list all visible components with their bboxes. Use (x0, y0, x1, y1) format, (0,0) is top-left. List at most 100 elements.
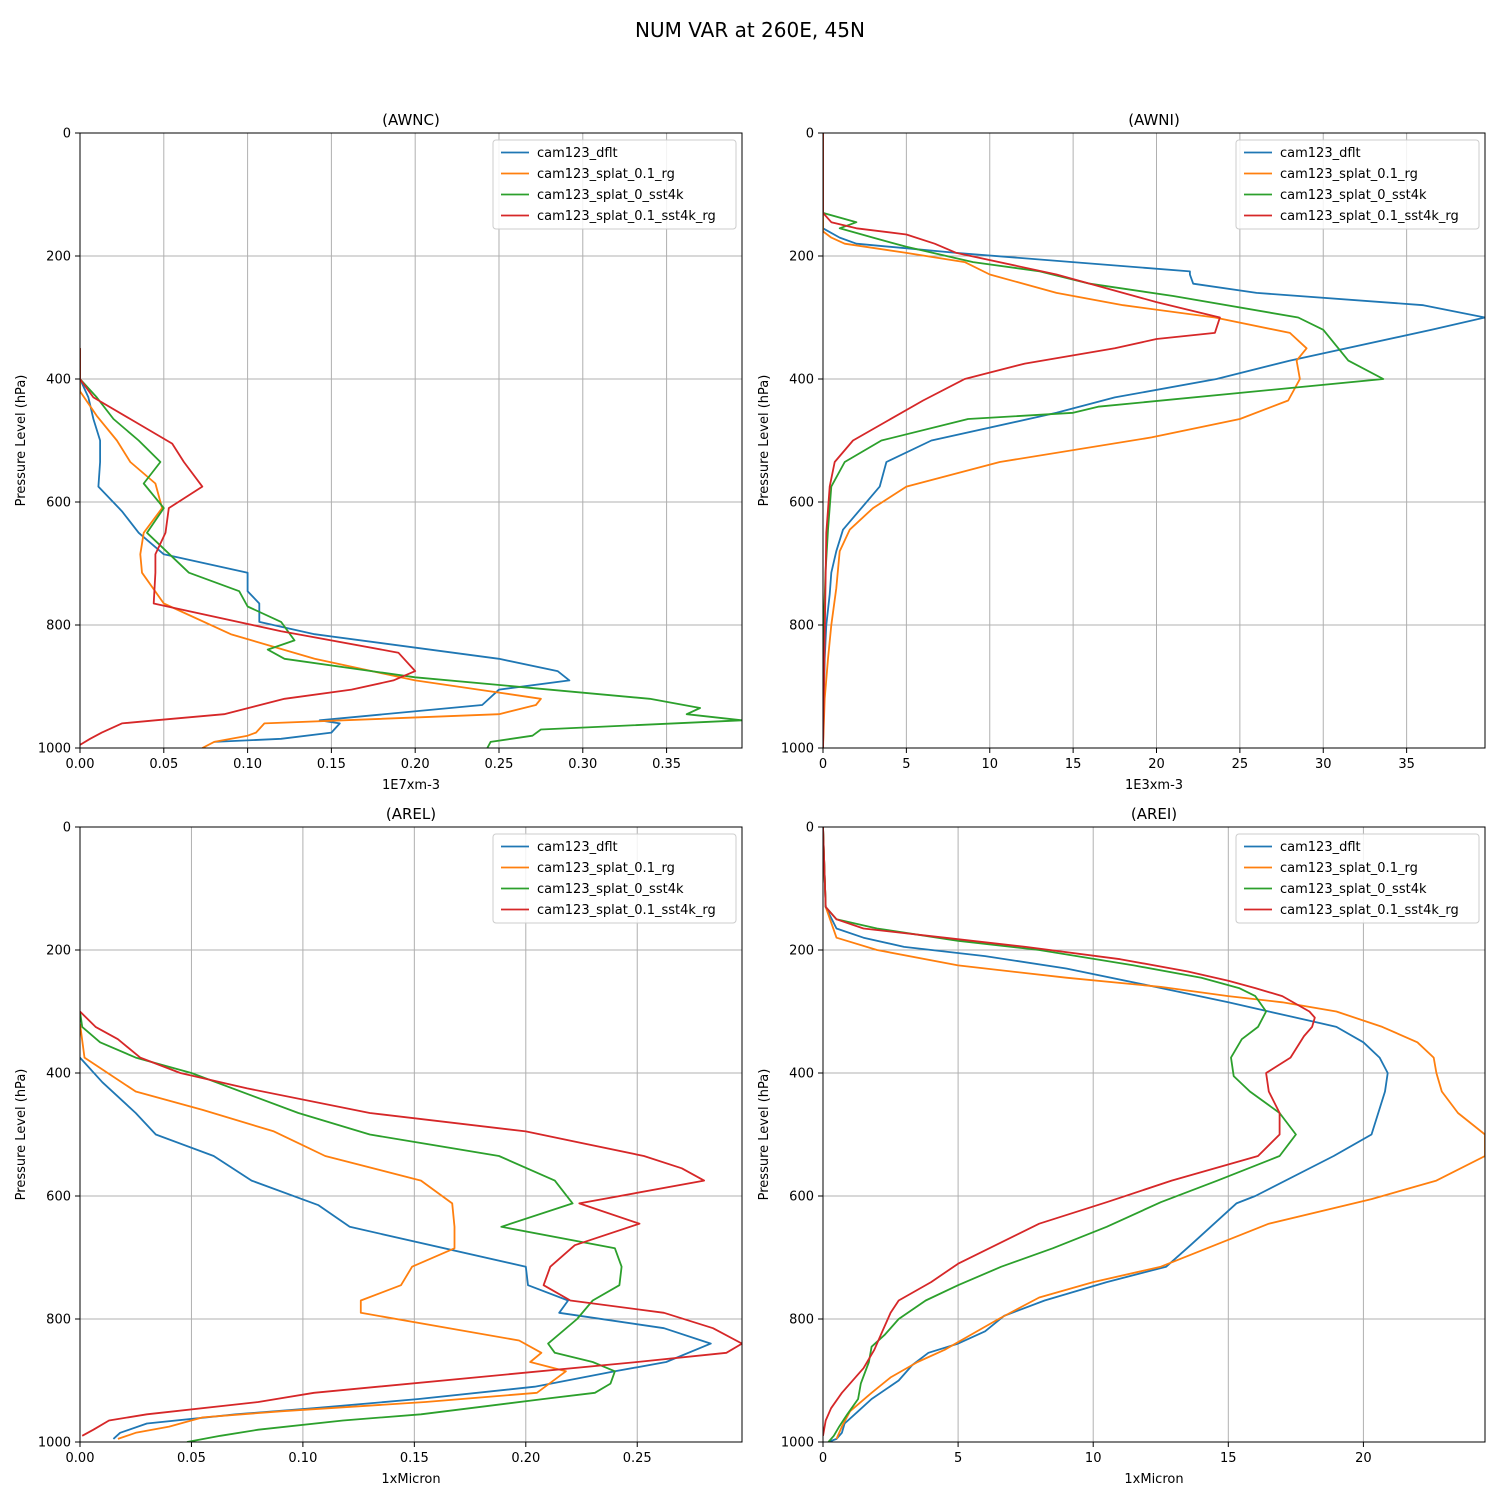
panel-arel-legend-label-2: cam123_splat_0_sst4k (537, 882, 684, 897)
panel-awnc-title: (AWNC) (382, 111, 440, 129)
panel-awnc-xtick-label: 0.05 (149, 757, 178, 772)
panel-awnc-legend-label-0: cam123_dflt (537, 146, 618, 161)
panel-awni-xtick-label: 5 (902, 757, 910, 772)
panel-awnc-frame (79, 132, 743, 749)
panel-arei-ylabel: Pressure Level (hPa) (757, 1069, 772, 1201)
panel-arel-series-line-2 (80, 1011, 623, 1442)
panel-awni-title: (AWNI) (1128, 111, 1180, 129)
panel-arei-xtick-label: 0 (819, 1451, 827, 1466)
panel-awni-xtick-label: 10 (981, 757, 998, 772)
panel-arei-ytick-label: 800 (789, 1313, 814, 1328)
panel-arei-frame (822, 826, 1486, 1443)
panel-arel-xtick-label: 0.20 (511, 1451, 540, 1466)
panel-awni-ytick-label: 600 (789, 496, 814, 511)
panel-awnc-xtick-label: 0.15 (317, 757, 346, 772)
panels: 0.00 0.05 0.10 0.15 0.20 0.25 0.30 0.3502004006… (14, 111, 1486, 1487)
panel-awnc-xtick-label: 0.25 (485, 757, 514, 772)
panel-awni-ytick-label: 1000 (781, 742, 814, 757)
panel-awnc-ytick-label: 800 (46, 619, 71, 634)
panel-arei-series (823, 827, 1485, 1442)
panel-arei-ytick-label: 600 (789, 1190, 814, 1205)
panel-arei-xtick-label: 10 (1085, 1451, 1102, 1466)
panel-arel-frame (79, 826, 743, 1443)
panel-awni-legend: cam123_dflt cam123_splat_0.1_rg cam123_spl… (1235, 139, 1480, 230)
panel-awni-xtick-label: 15 (1065, 757, 1082, 772)
panel-awni-series-line-3 (823, 133, 1221, 748)
panel-awnc-xtick-label: 0.00 (66, 757, 95, 772)
panel-arei-title: (AREI) (1131, 805, 1177, 823)
panel-awni-ytick-label: 800 (789, 619, 814, 634)
panel-arel-legend-box (492, 833, 737, 924)
panel-arel-ytick-label: 0 (63, 821, 71, 836)
panel-awni-xtick-label: 20 (1148, 757, 1165, 772)
panel-arei-legend: cam123_dflt cam123_splat_0.1_rg cam123_spl… (1235, 833, 1480, 924)
panel-awnc-series-line-2 (80, 348, 742, 748)
panel-arei-ytick-label: 1000 (781, 1436, 814, 1451)
panel-awnc-xtick-label: 0.35 (652, 757, 681, 772)
panel-arei-series-line-2 (823, 827, 1297, 1442)
panel-awni-legend-label-2: cam123_splat_0_sst4k (1280, 188, 1427, 203)
panel-arei-ytick-label: 0 (806, 821, 814, 836)
panel-awni-ytick-label: 400 (789, 373, 814, 388)
panel-arel-xtick-label: 0.10 (288, 1451, 317, 1466)
panel-awnc-ylabel: Pressure Level (hPa) (14, 375, 29, 507)
panel-awni-ylabel: Pressure Level (hPa) (757, 375, 772, 507)
panel-awnc-legend-label-1: cam123_splat_0.1_rg (537, 167, 675, 182)
panel-awnc: 0.00 0.05 0.10 0.15 0.20 0.25 0.30 0.35 0 200 400 6… (14, 111, 743, 793)
panel-awnc-xlabel: 1E7xm-3 (382, 778, 440, 793)
panel-awnc-legend-label-3: cam123_splat_0.1_sst4k_rg (537, 209, 716, 224)
panel-arei-series-line-3 (823, 827, 1316, 1436)
panel-arel-ytick-label: 200 (46, 944, 71, 959)
panel-awni-legend-label-3: cam123_splat_0.1_sst4k_rg (1280, 209, 1459, 224)
panel-arei-xtick-label: 15 (1220, 1451, 1237, 1466)
panel-arei-series-line-0 (823, 827, 1389, 1442)
panel-arei-ytick-label: 400 (789, 1067, 814, 1082)
panel-awni-xtick-label: 30 (1315, 757, 1332, 772)
panel-arei: 0 5 10 15 2002004006008001000(AREI)1xMicronP… (757, 805, 1486, 1487)
panel-arel-ytick-label: 400 (46, 1067, 71, 1082)
panel-awni-xtick-label: 25 (1232, 757, 1249, 772)
panel-awnc-legend: cam123_dflt cam123_splat_0.1_rg cam123_spl… (492, 139, 737, 230)
panel-awnc-series-line-3 (80, 348, 417, 746)
panel-awni-series-line-2 (823, 133, 1385, 748)
panel-awnc-ytick-label: 0 (63, 127, 71, 142)
figure-suptitle: NUM VAR at 260E, 45N (635, 18, 865, 42)
panel-arel-xtick-label: 0.25 (623, 1451, 652, 1466)
panel-arel-legend-label-0: cam123_dflt (537, 840, 618, 855)
panel-awnc-legend-box (492, 139, 737, 230)
panel-awnc-series-line-1 (80, 348, 542, 748)
panel-arel-ylabel: Pressure Level (hPa) (14, 1069, 29, 1201)
panel-awnc-ytick-label: 600 (46, 496, 71, 511)
panel-arel-series-line-1 (80, 1023, 567, 1440)
panel-awnc-xtick-label: 0.10 (233, 757, 262, 772)
panel-awnc-ytick-label: 1000 (38, 742, 71, 757)
panel-awni-ytick-label: 200 (789, 250, 814, 265)
panel-arei-legend-label-3: cam123_splat_0.1_sst4k_rg (1280, 903, 1459, 918)
panel-arel-legend-label-1: cam123_splat_0.1_rg (537, 861, 675, 876)
panel-arel: 0.00 0.05 0.10 0.15 0.20 0.25 0 200 400 600 800 100… (14, 805, 743, 1487)
panel-awnc-xtick-label: 0.20 (401, 757, 430, 772)
panel-arel-legend-label-3: cam123_splat_0.1_sst4k_rg (537, 903, 716, 918)
panel-awni-frame (822, 132, 1486, 749)
panel-arei-legend-label-1: cam123_splat_0.1_rg (1280, 861, 1418, 876)
panel-arel-ytick-label: 1000 (38, 1436, 71, 1451)
panel-arel-xtick-label: 0.05 (177, 1451, 206, 1466)
panel-arel-xlabel: 1xMicron (381, 1472, 440, 1487)
panel-arei-ytick-label: 200 (789, 944, 814, 959)
panel-awni-series-line-1 (823, 133, 1308, 748)
panel-arel-series (80, 1010, 742, 1442)
panel-awni-ytick-label: 0 (806, 127, 814, 142)
panel-arei-legend-box (1235, 833, 1480, 924)
panel-awnc-series (80, 348, 742, 748)
panel-awnc-series-line-0 (80, 348, 571, 743)
panel-arei-xlabel: 1xMicron (1124, 1472, 1183, 1487)
panel-awni-xlabel: 1E3xm-3 (1125, 778, 1183, 793)
panel-awni-legend-label-0: cam123_dflt (1280, 146, 1361, 161)
panel-arel-series-line-3 (80, 1010, 742, 1437)
panel-arel-legend: cam123_dflt cam123_splat_0.1_rg cam123_spl… (492, 833, 737, 924)
panel-awni-series-line-0 (823, 133, 1485, 748)
panel-awni-xtick-label: 0 (819, 757, 827, 772)
panel-awnc-ytick-label: 200 (46, 250, 71, 265)
